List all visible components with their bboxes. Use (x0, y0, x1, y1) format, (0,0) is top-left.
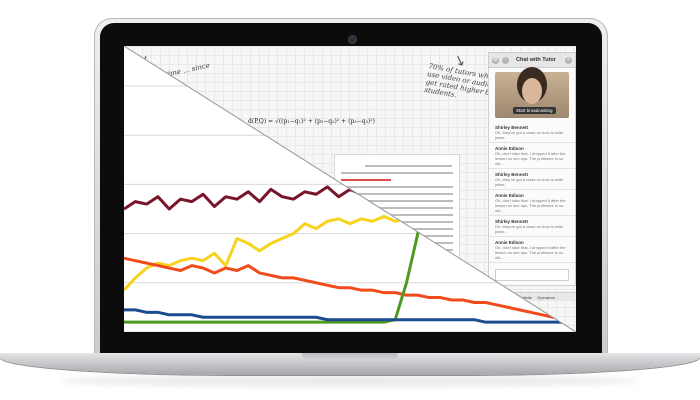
chat-panel-header: ⚙ ↑ Chat with Tutor × (489, 53, 575, 68)
chat-panel: ⚙ ↑ Chat with Tutor × Start broadcasting… (488, 52, 576, 286)
chat-message: Annie Edison Oh, don't take that. I drop… (489, 143, 575, 169)
chat-message: Shirley Bennett Oh, they've got a class … (489, 122, 575, 143)
arrow-icon: ↘ (451, 50, 469, 70)
chat-title: Chat with Tutor (516, 57, 556, 63)
distance-formula: d(P,Q) = √((p₁−q₁)² + (p₂−q₂)² + (p₃−q₃)… (248, 118, 376, 125)
toolbar-item-operators[interactable]: Operators (537, 294, 555, 300)
laptop-shadow (60, 375, 640, 387)
doc-line (341, 172, 453, 174)
chat-message: Shirley Bennett Oh, they've got a class … (489, 169, 575, 190)
tutor-video[interactable]: Start broadcasting (495, 72, 569, 118)
chat-text: Oh, they've got a class on how to write … (495, 130, 564, 140)
screen: ...time ... since ↙ 70% of tutors who us… (124, 46, 576, 332)
chat-message: Shirley Bennett Oh, they've got a class … (489, 216, 575, 237)
chat-input[interactable] (495, 269, 569, 281)
doc-line (341, 186, 453, 188)
close-icon[interactable]: × (565, 56, 572, 64)
laptop-base (0, 353, 700, 375)
upload-icon[interactable]: ↑ (502, 56, 509, 64)
chat-text: Oh, don't take that. I dropped it after … (495, 245, 566, 260)
chat-text: Oh, they've got a class on how to write … (495, 177, 564, 187)
chat-text: Oh, don't take that. I dropped it after … (495, 198, 566, 213)
settings-icon[interactable]: ⚙ (492, 56, 499, 64)
chat-text: Oh, don't take that. I dropped it after … (495, 151, 566, 166)
laptop-notch (302, 353, 398, 361)
start-broadcasting-button[interactable]: Start broadcasting (513, 107, 556, 114)
chat-text: Oh, they've got a class on how to write … (495, 224, 564, 234)
chat-message: Annie Edison Oh, don't take that. I drop… (489, 190, 575, 216)
doc-highlight (341, 179, 391, 181)
chat-message: Annie Edison Oh, don't take that. I drop… (489, 237, 575, 263)
tutor-face (522, 78, 542, 104)
doc-line (365, 165, 452, 167)
camera-icon (349, 36, 356, 43)
